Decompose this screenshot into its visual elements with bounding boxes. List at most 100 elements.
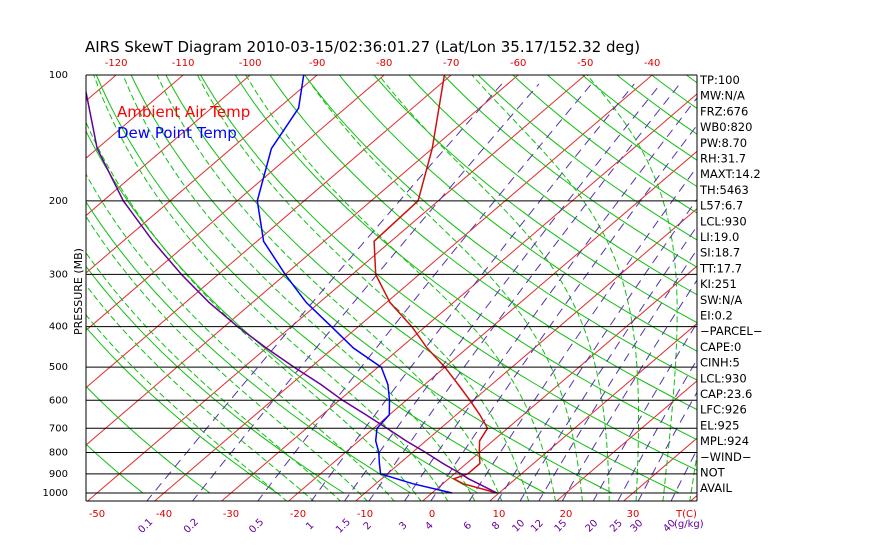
moist-adiabat-line [471, 75, 639, 501]
isotherm-line [825, 493, 834, 501]
isotherm-line [431, 265, 697, 494]
mixing-ratio-line [637, 391, 697, 501]
mixing-ratio-tick-label: 6 [462, 520, 474, 532]
side-panel-line: −PARCEL− [700, 324, 762, 338]
isotherm-line [86, 75, 251, 217]
top-temp-axis: -120 -110 -100 -90 -80 -70 -60 -50 -40 [105, 58, 661, 69]
isotherm-line [632, 437, 697, 494]
isotherm-line [288, 492, 299, 501]
isotherm-line [21, 493, 30, 501]
dry-adiabat-line [651, 75, 697, 110]
isotherm-line [86, 75, 452, 389]
pressure-axis-label: PRESSURE (MB) [72, 248, 85, 335]
moist-adiabat-line [86, 173, 395, 501]
mixing-ratio-line [343, 83, 661, 501]
pressure-tick-label: 100 [49, 70, 68, 81]
top-temp-tick-label: -110 [172, 58, 195, 69]
isotherm-line [86, 75, 519, 446]
side-panel-line: TT:17.7 [699, 261, 742, 275]
mixing-ratio-tick-label: 0.1 [136, 517, 155, 536]
side-panel-line: WB0:820 [700, 120, 752, 134]
isotherm-line [758, 493, 767, 501]
dry-adiabat-line [269, 75, 697, 411]
bottom-temp-tick-label: -20 [290, 509, 306, 520]
side-panel-line: TP:100 [699, 73, 740, 87]
bottom-temp-tick-label: 30 [627, 509, 640, 520]
bottom-temp-tick-label: 10 [493, 509, 506, 520]
isotherm-line [690, 494, 697, 501]
mixing-ratio-line [617, 358, 697, 501]
mixing-ratio-line [368, 83, 681, 501]
side-panel-line: MPL:924 [700, 434, 749, 448]
side-panel-line: FRZ:676 [700, 104, 748, 118]
dry-adiabat-line [339, 75, 697, 352]
pressure-tick-label: 500 [49, 362, 68, 373]
dry-adiabat-line [95, 75, 546, 494]
moist-adiabat-line [245, 75, 557, 501]
moist-adiabat-line [86, 121, 422, 501]
isobar-grid [85, 74, 698, 502]
chart-title: AIRS SkewT Diagram 2010-03-15/02:36:01.2… [85, 38, 640, 56]
bottom-axis-unit-label: T(C) [675, 509, 697, 520]
series-dew-point-temp-line [256, 75, 453, 494]
moist-adiabat-line [122, 75, 476, 501]
top-temp-tick-label: -40 [644, 58, 660, 69]
side-panel-line: SI:18.7 [700, 246, 740, 260]
side-panel-line: EL:925 [700, 418, 740, 432]
isotherm-line [489, 492, 500, 501]
isotherm-line [834, 75, 870, 493]
pressure-axis: 100 200 300 400 500 600 700 800 900 1000 [43, 70, 68, 499]
dry-adiabat-line [86, 201, 412, 494]
isotherm-line [86, 75, 184, 159]
mixing-ratio-tick-label: 3 [397, 520, 409, 532]
dry-adiabat-line [86, 130, 479, 494]
bottom-temp-tick-label: -40 [156, 509, 172, 520]
mixing-ratio-line [403, 97, 697, 501]
dry-adiabat-line [756, 75, 870, 493]
side-panel-line: LI:19.0 [700, 230, 739, 244]
dry-adiabat-line [86, 385, 211, 494]
isotherm-line [221, 492, 232, 501]
dry-adiabat-line [408, 75, 697, 296]
mixing-ratio-line [538, 248, 697, 501]
moist-adiabat-line [93, 75, 449, 501]
dry-adiabat-line [477, 75, 697, 241]
mixing-ratio-tick-label: 4 [423, 520, 435, 532]
top-temp-tick-label: -100 [239, 58, 262, 69]
top-temp-tick-label: -90 [309, 58, 325, 69]
isotherm-line [623, 492, 634, 501]
isotherm-line [364, 208, 697, 494]
dry-adiabat-line [860, 75, 870, 493]
moist-adiabat-line [86, 215, 368, 501]
legend-dew-point-temp: Dew Point Temp [117, 124, 237, 142]
isotherm-line [87, 492, 98, 501]
isotherm-line [86, 75, 385, 331]
moist-adiabat-line [86, 314, 288, 501]
sounding-series [86, 75, 498, 494]
bottom-temp-tick-label: 20 [560, 509, 573, 520]
mixing-ratio-line [468, 166, 697, 501]
dry-adiabat-line [86, 326, 278, 494]
mixing-ratio-tick-label: 12 [529, 518, 546, 535]
dry-adiabat-line [165, 75, 680, 494]
top-temp-tick-label: -60 [510, 58, 526, 69]
mixing-ratio-tick-label: 15 [553, 518, 570, 535]
mixing-ratio-line [670, 448, 697, 501]
side-panel-line: KI:251 [700, 277, 737, 291]
pressure-tick-label: 200 [49, 196, 68, 207]
plot-area [21, 75, 870, 501]
side-panel-line: CAP:23.6 [700, 387, 752, 401]
side-panel-line: NOT [700, 466, 726, 480]
side-panel-line: RH:31.7 [700, 152, 746, 166]
series-parcel-line [86, 88, 498, 494]
bottom-temp-tick-label: -30 [223, 509, 239, 520]
mixing-ratio-tick-label: 1.5 [334, 517, 353, 536]
isotherm-line [86, 75, 318, 274]
bottom-temp-tick-label: 0 [429, 509, 435, 520]
mixing-ratio-grid [146, 83, 697, 501]
moist-adiabat-line [196, 75, 530, 501]
mixing-ratio-line [592, 322, 697, 501]
moist-adiabat-line [689, 451, 697, 501]
